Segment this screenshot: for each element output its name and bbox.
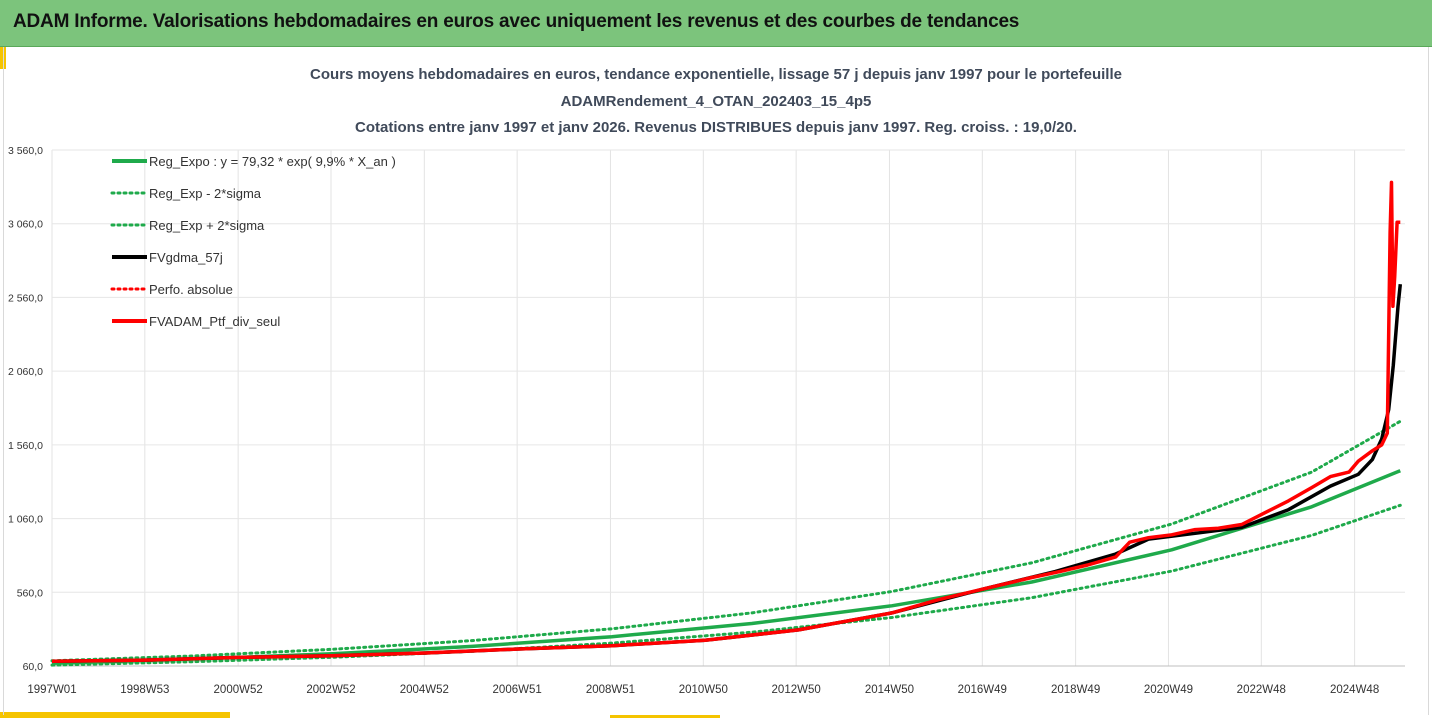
y-axis-ticks: 60,0 560,0 1 060,0 1 560,0 2 060,0 2 560,0 3 0…	[8, 145, 43, 673]
x-tick-label: 2024W48	[1330, 684, 1379, 696]
x-tick-label: 2022W48	[1237, 684, 1286, 696]
series-lines	[50, 180, 1403, 667]
accent-bar-bottom-left	[0, 712, 230, 718]
x-axis-ticks: 1997W01 1998W53 2000W52 2002W52 2004W52 2006W…	[27, 684, 1379, 696]
y-tick-label: 3 060,0	[8, 219, 43, 231]
vertical-gridlines	[51, 150, 1356, 666]
x-tick-label: 1997W01	[27, 684, 76, 696]
y-tick-label: 2 560,0	[8, 292, 43, 304]
x-tick-label: 2010W50	[679, 684, 728, 696]
y-tick-label: 1 560,0	[8, 440, 43, 452]
x-tick-label: 2006W51	[493, 684, 542, 696]
horizontal-gridlines	[52, 149, 1405, 667]
x-tick-label: 2000W52	[214, 684, 263, 696]
x-tick-label: 2016W49	[958, 684, 1007, 696]
chart-title-line-1: Cours moyens hebdomadaires en euros, ten…	[310, 66, 1122, 83]
y-tick-label: 3 560,0	[8, 145, 43, 157]
legend-label: FVADAM_Ptf_div_seul	[149, 314, 280, 329]
x-tick-label: 1998W53	[120, 684, 169, 696]
x-tick-label: 2008W51	[586, 684, 635, 696]
series-line-1	[50, 503, 1402, 667]
series-line-5	[51, 180, 1401, 664]
x-tick-label: 2018W49	[1051, 684, 1100, 696]
x-tick-label: 2004W52	[400, 684, 449, 696]
report-title: ADAM Informe. Valorisations hebdomadaire…	[13, 11, 1020, 32]
series-line-2	[50, 419, 1402, 663]
chart-title-line-2: ADAMRendement_4_OTAN_202403_15_4p5	[560, 93, 872, 110]
y-tick-label: 1 060,0	[8, 514, 43, 526]
y-tick-label: 60,0	[23, 661, 44, 673]
legend-label: FVgdma_57j	[149, 250, 223, 265]
y-tick-label: 2 060,0	[8, 366, 43, 378]
report-header: ADAM Informe. Valorisations hebdomadaire…	[0, 0, 1432, 47]
x-tick-label: 2020W49	[1144, 684, 1193, 696]
y-tick-label: 560,0	[17, 587, 43, 599]
chart-area	[3, 47, 1429, 715]
legend-label: Reg_Expo : y = 79,32 * exp( 9,9% * X_an …	[149, 154, 396, 169]
legend: Reg_Expo : y = 79,32 * exp( 9,9% * X_an …	[110, 154, 396, 329]
legend-label: Reg_Exp + 2*sigma	[149, 218, 265, 233]
x-tick-label: 2014W50	[865, 684, 914, 696]
series-line-3	[51, 284, 1403, 664]
legend-label: Perfo. absolue	[149, 282, 233, 297]
legend-label: Reg_Exp - 2*sigma	[149, 186, 262, 201]
x-tick-label: 2002W52	[306, 684, 355, 696]
chart-title-line-3: Cotations entre janv 1997 et janv 2026. …	[355, 119, 1077, 136]
x-tick-label: 2012W50	[772, 684, 821, 696]
accent-bar-bottom-mid	[610, 715, 720, 718]
